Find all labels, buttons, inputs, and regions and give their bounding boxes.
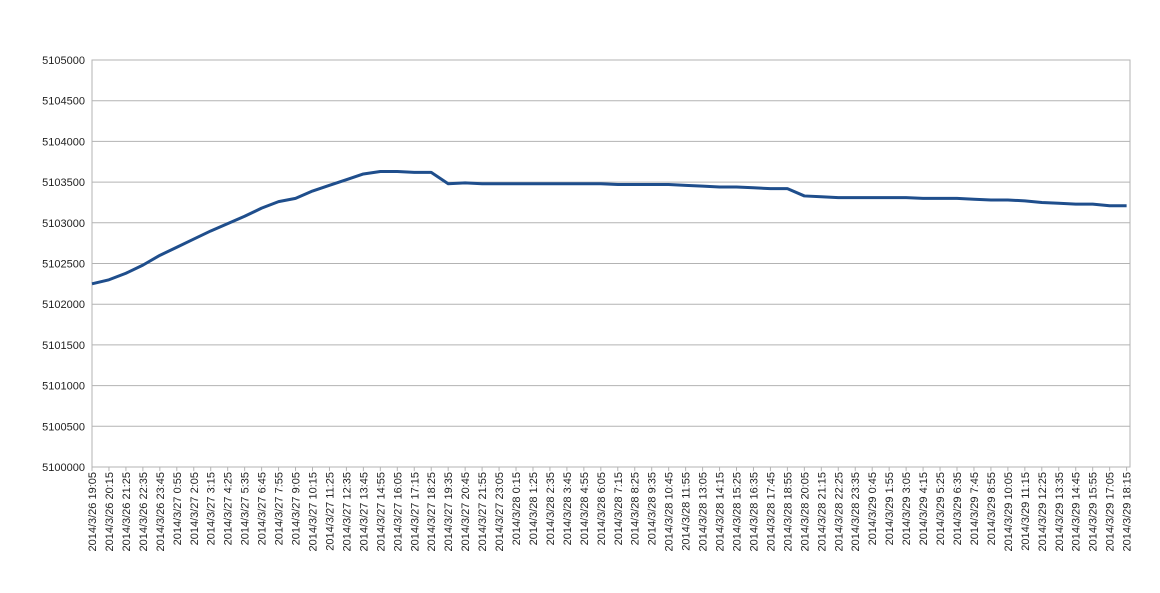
- x-tick-label: 2014/3/29 18:15: [1122, 472, 1134, 552]
- x-tick-label: 2014/3/28 14:15: [715, 472, 727, 552]
- y-tick-label: 5103500: [42, 177, 85, 189]
- x-tick-label: 2014/3/28 23:35: [850, 472, 862, 552]
- x-tick-label: 2014/3/29 13:35: [1054, 472, 1066, 552]
- x-tick-label: 2014/3/28 4:55: [579, 472, 591, 545]
- x-tick-label: 2014/3/29 11:15: [1020, 472, 1032, 551]
- x-tick-label: 2014/3/29 10:05: [1003, 472, 1015, 552]
- x-tick-label: 2014/3/29 15:55: [1088, 472, 1100, 552]
- x-tick-label: 2014/3/27 9:05: [291, 472, 303, 545]
- x-tick-label: 2014/3/27 21:55: [477, 472, 489, 552]
- y-tick-label: 5101000: [42, 381, 85, 393]
- x-tick-label: 2014/3/27 3:15: [206, 472, 218, 545]
- y-tick-label: 5104500: [42, 96, 85, 108]
- x-tick-label: 2014/3/29 8:55: [986, 472, 998, 545]
- x-tick-label: 2014/3/28 22:25: [833, 472, 845, 552]
- x-tick-label: 2014/3/28 18:55: [782, 472, 794, 552]
- y-tick-label: 5105000: [42, 55, 85, 67]
- x-tick-label: 2014/3/28 3:45: [562, 472, 574, 545]
- y-tick-label: 5102500: [42, 259, 85, 271]
- x-tick-label: 2014/3/27 10:15: [307, 472, 319, 552]
- y-tick-label: 5103000: [42, 218, 85, 230]
- x-tick-label: 2014/3/28 16:35: [748, 472, 760, 552]
- x-tick-label: 2014/3/27 11:25: [324, 472, 336, 551]
- x-tick-label: 2014/3/27 6:45: [257, 472, 269, 545]
- y-tick-label: 5104000: [42, 136, 85, 148]
- x-tick-label: 2014/3/29 5:25: [935, 472, 947, 545]
- x-tick-label: 2014/3/28 10:45: [664, 472, 676, 552]
- x-tick-label: 2014/3/28 20:05: [799, 472, 811, 552]
- x-tick-label: 2014/3/27 12:35: [341, 472, 353, 552]
- x-tick-label: 2014/3/27 0:55: [172, 472, 184, 545]
- x-tick-label: 2014/3/29 7:45: [969, 472, 981, 545]
- x-tick-label: 2014/3/28 1:25: [528, 472, 540, 545]
- x-tick-label: 2014/3/29 3:05: [901, 472, 913, 545]
- y-tick-label: 5100000: [42, 462, 85, 474]
- x-tick-label: 2014/3/26 21:25: [121, 472, 133, 552]
- x-tick-label: 2014/3/27 2:05: [189, 472, 201, 545]
- x-tick-label: 2014/3/26 20:15: [104, 472, 116, 552]
- x-tick-label: 2014/3/26 23:45: [155, 472, 167, 552]
- x-tick-label: 2014/3/29 14:45: [1071, 472, 1083, 552]
- x-tick-label: 2014/3/26 22:35: [138, 472, 150, 552]
- x-tick-label: 2014/3/27 4:25: [223, 472, 235, 545]
- x-tick-label: 2014/3/27 20:45: [460, 472, 472, 552]
- plot-border: [91, 59, 1131, 468]
- y-tick-label: 5100500: [42, 421, 85, 433]
- x-tick-label: 2014/3/28 11:55: [681, 472, 693, 551]
- x-tick-label: 2014/3/28 9:35: [647, 472, 659, 545]
- x-tick-label: 2014/3/27 5:35: [240, 472, 252, 545]
- y-tick-label: 5102000: [42, 299, 85, 311]
- x-tick-label: 2014/3/29 0:45: [867, 472, 879, 545]
- x-tick-label: 2014/3/28 8:25: [630, 472, 642, 545]
- x-tick-label: 2014/3/27 19:35: [443, 472, 455, 552]
- y-tick-label: 5101500: [42, 340, 85, 352]
- x-tick-label: 2014/3/29 4:15: [918, 472, 930, 545]
- x-tick-label: 2014/3/29 6:35: [952, 472, 964, 545]
- x-tick-label: 2014/3/29 17:05: [1105, 472, 1117, 552]
- x-tick-label: 2014/3/28 2:35: [545, 472, 557, 545]
- data-line: [91, 170, 1127, 286]
- x-tick-label: 2014/3/28 21:15: [816, 472, 828, 552]
- x-tick-label: 2014/3/28 13:05: [698, 472, 710, 552]
- x-tick-label: 2014/3/29 1:55: [884, 472, 896, 545]
- x-tick-label: 2014/3/27 23:05: [494, 472, 506, 552]
- x-tick-label: 2014/3/28 0:15: [511, 472, 523, 545]
- x-tick-label: 2014/3/27 16:05: [392, 472, 404, 552]
- x-tick-label: 2014/3/28 17:45: [765, 472, 777, 552]
- x-tick-label: 2014/3/27 7:55: [274, 472, 286, 545]
- x-tick-label: 2014/3/27 17:15: [409, 472, 421, 552]
- x-tick-label: 2014/3/26 19:05: [87, 472, 99, 552]
- x-tick-label: 2014/3/28 15:25: [732, 472, 744, 552]
- x-tick-label: 2014/3/27 14:55: [375, 472, 387, 552]
- x-tick-label: 2014/3/29 12:25: [1037, 472, 1049, 552]
- x-tick-label: 2014/3/28 7:15: [613, 472, 625, 545]
- x-tick-label: 2014/3/28 6:05: [596, 472, 608, 545]
- x-tick-label: 2014/3/27 13:45: [358, 472, 370, 552]
- x-tick-label: 2014/3/27 18:25: [426, 472, 438, 552]
